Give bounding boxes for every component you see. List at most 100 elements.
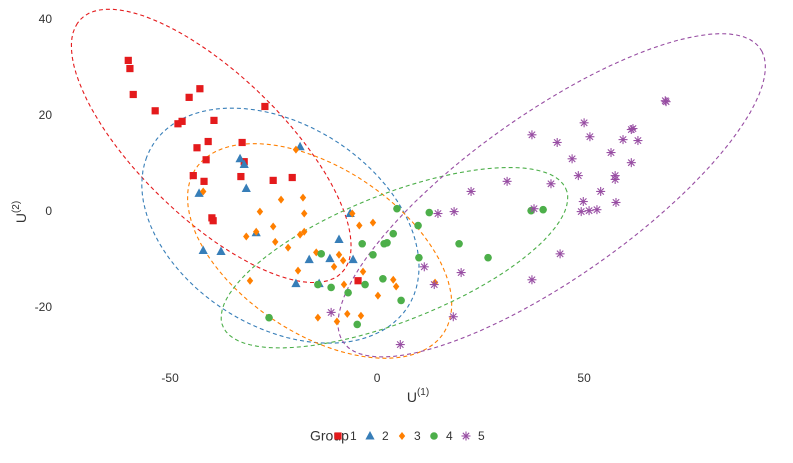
- point-diamond: [339, 256, 347, 265]
- star-stroke: [627, 159, 635, 167]
- x-axis-title-text: U: [407, 389, 417, 405]
- point-star: [618, 135, 628, 145]
- star-stroke: [457, 268, 465, 277]
- point-circle: [353, 320, 362, 329]
- legend-key: [461, 431, 471, 441]
- confidence-ellipse: [187, 143, 453, 359]
- point-square: [261, 102, 269, 111]
- point-star: [502, 176, 512, 186]
- point-star: [576, 207, 586, 217]
- star-stroke: [577, 208, 585, 216]
- point-triangle: [235, 153, 245, 163]
- point-diamond: [349, 209, 356, 218]
- star-stroke: [580, 119, 588, 127]
- star-stroke: [556, 250, 564, 258]
- legend-label: 4: [446, 429, 453, 443]
- point-circle: [369, 251, 377, 259]
- point-square: [209, 217, 217, 225]
- point-diamond: [390, 275, 397, 284]
- legend-title: Group: [310, 428, 349, 444]
- star-stroke: [586, 133, 594, 141]
- point-circle: [389, 229, 398, 238]
- point-triangle: [194, 188, 204, 197]
- point-circle: [379, 275, 387, 283]
- point-diamond: [200, 187, 207, 196]
- point-square: [354, 277, 362, 285]
- star-stroke: [327, 308, 335, 316]
- x-tick-label: 0: [374, 371, 381, 385]
- star-stroke: [619, 136, 627, 144]
- point-star: [578, 197, 588, 207]
- point-square: [200, 177, 208, 185]
- point-circle: [314, 280, 322, 289]
- star-stroke: [420, 263, 428, 271]
- y-axis-title-text: U: [13, 213, 29, 223]
- point-star: [611, 197, 621, 207]
- legend-key: [430, 432, 438, 440]
- point-square: [151, 107, 159, 115]
- point-diamond: [392, 282, 400, 291]
- point-diamond: [299, 193, 307, 202]
- point-star: [628, 124, 638, 134]
- point-star: [596, 186, 606, 196]
- star-stroke: [579, 197, 587, 206]
- point-circle: [327, 283, 335, 292]
- point-square: [193, 144, 201, 152]
- point-circle: [265, 313, 273, 322]
- point-star: [429, 280, 439, 290]
- point-triangle: [334, 234, 344, 243]
- point-star: [606, 148, 616, 158]
- legend-key: [365, 431, 375, 440]
- star-stroke: [530, 205, 538, 213]
- point-star: [433, 209, 443, 219]
- point-square: [237, 172, 245, 181]
- point-star: [419, 262, 429, 272]
- legend-label: 5: [478, 429, 485, 443]
- point-diamond: [333, 317, 341, 326]
- point-star: [579, 118, 589, 128]
- point-diamond: [314, 313, 322, 322]
- point-star: [527, 130, 537, 140]
- star-stroke: [528, 131, 536, 139]
- point-diamond: [243, 232, 250, 241]
- point-diamond: [335, 250, 343, 259]
- point-diamond: [246, 276, 254, 285]
- legend-key: [334, 432, 342, 440]
- point-layer: [124, 56, 671, 350]
- point-star: [448, 312, 458, 322]
- y-tick-label: -20: [35, 300, 53, 314]
- legend-label: 2: [382, 429, 389, 443]
- point-square: [269, 176, 277, 184]
- point-diamond: [294, 266, 302, 275]
- point-star: [456, 268, 466, 278]
- point-square: [196, 85, 204, 93]
- point-triangle: [239, 159, 249, 169]
- y-axis-title: U(2): [11, 201, 29, 223]
- star-stroke: [629, 124, 637, 133]
- point-circle: [317, 250, 326, 258]
- point-square: [185, 93, 193, 101]
- point-diamond: [359, 267, 367, 276]
- point-star: [546, 179, 556, 189]
- legend-label: 1: [350, 429, 357, 443]
- star-stroke: [467, 187, 475, 196]
- point-diamond: [284, 243, 292, 252]
- point-star: [592, 205, 602, 215]
- star-stroke: [430, 280, 438, 289]
- x-axis-title: U(1): [407, 387, 429, 405]
- point-square: [178, 117, 186, 125]
- point-star: [567, 154, 577, 164]
- star-stroke: [462, 432, 470, 440]
- star-stroke: [568, 155, 576, 163]
- point-star: [527, 275, 537, 285]
- star-stroke: [585, 207, 593, 215]
- point-circle: [415, 253, 423, 262]
- point-diamond: [277, 195, 285, 204]
- point-triangle: [241, 183, 251, 193]
- ellipse-layer: [70, 8, 766, 359]
- point-square: [204, 137, 212, 146]
- point-diamond: [256, 207, 264, 216]
- legend-label: 3: [414, 429, 421, 443]
- point-circle: [358, 239, 366, 248]
- point-star: [610, 174, 620, 184]
